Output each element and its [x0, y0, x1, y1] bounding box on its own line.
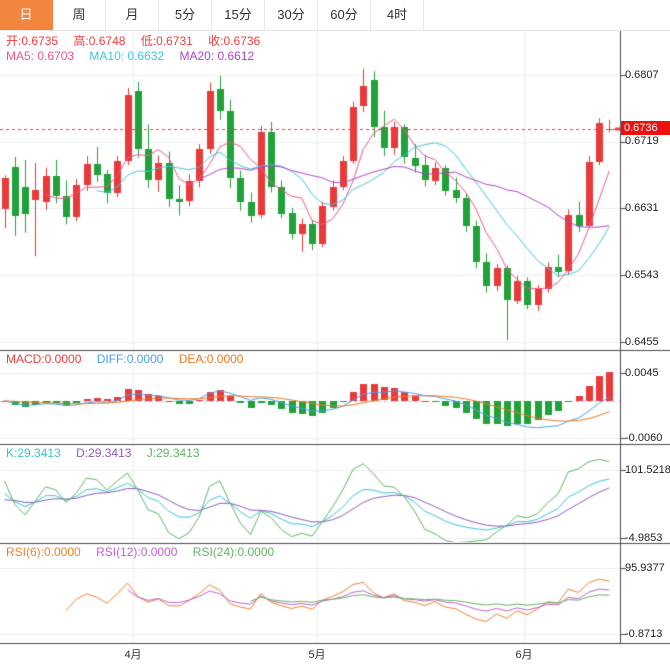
- tab-monthly[interactable]: 月: [106, 0, 159, 30]
- y-axis-label: 0.6719: [625, 135, 659, 147]
- tab-5min[interactable]: 5分: [159, 0, 212, 30]
- rsi-legend: RSI(6):0.0000 RSI(12):0.0000 RSI(24):0.0…: [6, 545, 286, 559]
- y-axis-label: 0.6631: [625, 202, 659, 214]
- diff-value: DIFF:0.0000: [96, 352, 164, 366]
- ohlc-high: 高:0.6748: [73, 34, 126, 48]
- rsi6-value: RSI(6):0.0000: [6, 545, 81, 559]
- y-axis-label: 0.6543: [625, 269, 659, 281]
- tab-15min[interactable]: 15分: [212, 0, 265, 30]
- y-axis-label: 0.0045: [625, 367, 659, 379]
- x-axis-label-april: 4月: [124, 649, 142, 661]
- macd-value: MACD:0.0000: [6, 352, 82, 366]
- ohlc-close: 收:0.6736: [208, 34, 261, 48]
- dea-value: DEA:0.0000: [178, 352, 244, 366]
- ohlc-low: 低:0.6731: [140, 34, 193, 48]
- y-axis-label: 95.9377: [625, 562, 665, 574]
- kdj-legend: K:29.3413 D:29.3413 J:29.3413: [6, 446, 212, 460]
- y-axis-label: -0.8713: [625, 628, 663, 640]
- k-value: K:29.3413: [6, 446, 61, 460]
- x-axis-label-may: 5月: [308, 649, 326, 661]
- ohlc-legend: 开:0.6735 高:0.6748 低:0.6731 收:0.6736: [6, 34, 272, 48]
- y-axis-label: 0.6807: [625, 69, 659, 81]
- x-axis-label-june: 6月: [515, 649, 533, 661]
- ma10-value: MA10: 0.6632: [89, 49, 165, 63]
- tab-30min[interactable]: 30分: [265, 0, 318, 30]
- macd-legend: MACD:0.0000 DIFF:0.0000 DEA:0.0000: [6, 352, 255, 366]
- j-value: J:29.3413: [146, 446, 200, 460]
- tab-weekly[interactable]: 周: [53, 0, 106, 30]
- ohlc-open: 开:0.6735: [6, 34, 59, 48]
- period-tabbar: 日 周 月 5分 15分 30分 60分 4时: [0, 0, 670, 31]
- y-axis-label: -4.9853: [625, 532, 663, 544]
- y-axis-label: -0.0060: [625, 432, 663, 444]
- current-price-tag: 0.6736: [621, 121, 670, 135]
- tab-4hour[interactable]: 4时: [371, 0, 424, 30]
- tab-daily[interactable]: 日: [0, 0, 53, 30]
- rsi24-value: RSI(24):0.0000: [192, 545, 275, 559]
- d-value: D:29.3413: [76, 446, 132, 460]
- ma-legend: MA5: 0.6703 MA10: 0.6632 MA20: 0.6612: [6, 49, 266, 63]
- y-axis-label: 0.6455: [625, 336, 659, 348]
- tab-60min[interactable]: 60分: [318, 0, 371, 30]
- ma20-value: MA20: 0.6612: [179, 49, 255, 63]
- y-axis-label: 101.5218: [625, 464, 670, 476]
- rsi12-value: RSI(12):0.0000: [96, 545, 178, 559]
- ma5-value: MA5: 0.6703: [6, 49, 75, 63]
